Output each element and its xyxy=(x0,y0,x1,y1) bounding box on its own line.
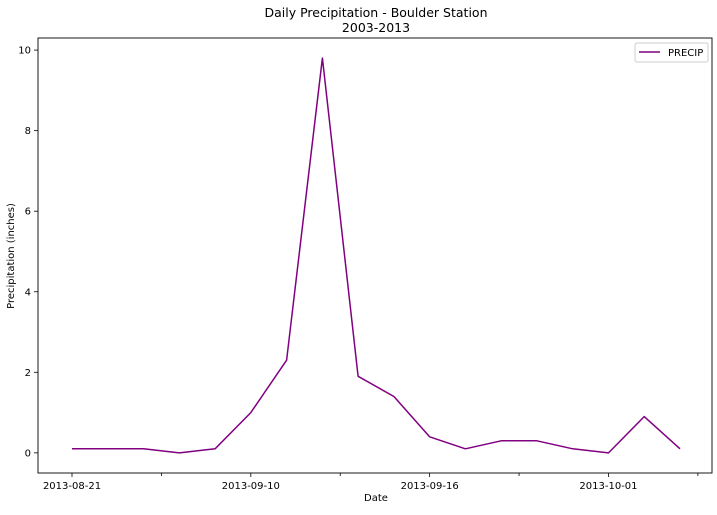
y-tick-label: 2 xyxy=(25,368,31,379)
y-axis-label: Precipitation (inches) xyxy=(6,203,17,309)
legend-box xyxy=(634,42,709,63)
legend-label-precip: PRECIP xyxy=(668,48,703,59)
x-axis-label: Date xyxy=(364,493,388,504)
y-tick-label: 6 xyxy=(25,207,31,218)
series-lines xyxy=(72,57,681,454)
x-tick-label: 2013-09-10 xyxy=(222,481,280,492)
y-tick-label: 4 xyxy=(25,287,31,298)
chart-title: Daily Precipitation - Boulder Station xyxy=(265,5,488,20)
legend: PRECIP xyxy=(634,42,709,63)
chart-subtitle: 2003-2013 xyxy=(342,20,410,35)
y-tick-label: 0 xyxy=(25,448,31,459)
x-tick-label: 2013-09-16 xyxy=(401,481,459,492)
x-axis-ticks: 2013-08-21 2013-09-10 2013-09-16 2013-10-01 xyxy=(43,473,699,492)
y-axis-ticks: 0 2 4 6 8 10 xyxy=(18,46,38,459)
y-tick-label: 10 xyxy=(18,46,31,57)
y-tick-label: 8 xyxy=(25,126,31,137)
series-line-precip xyxy=(72,57,681,454)
axes-frame xyxy=(37,37,713,474)
x-tick-label: 2013-08-21 xyxy=(43,481,101,492)
x-tick-label: 2013-10-01 xyxy=(579,481,637,492)
